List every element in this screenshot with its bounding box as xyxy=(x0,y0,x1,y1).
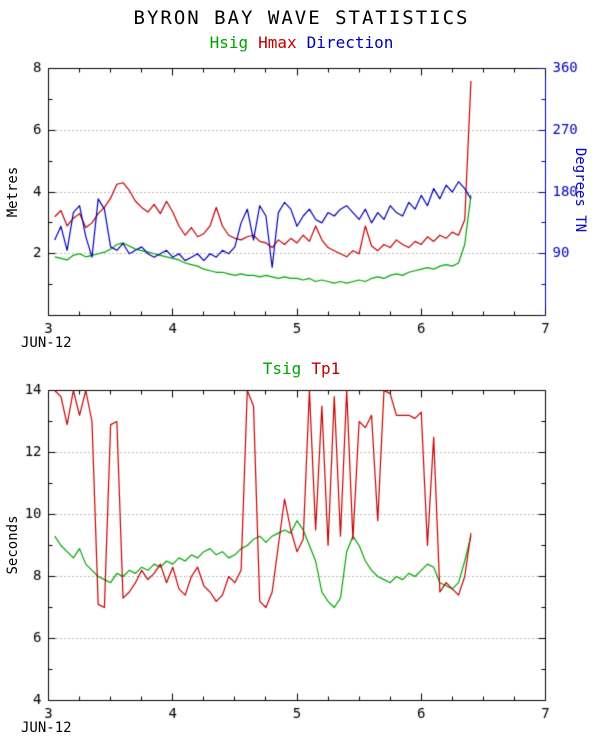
bottom-chart-legend: Tsig Tp1 xyxy=(0,359,603,378)
metres-axis-label: Metres xyxy=(5,166,21,218)
degrees-axis-label: Degrees TN xyxy=(572,147,588,233)
legend-item-hsig: Hsig xyxy=(209,33,249,52)
legend-item-tp1: Tp1 xyxy=(311,359,341,378)
top-chart-date-label: JUN-12 xyxy=(21,335,72,351)
top-chart-legend: Hsig Hmax Direction xyxy=(0,33,603,52)
page-title: BYRON BAY WAVE STATISTICS xyxy=(133,7,470,29)
seconds-axis-label: Seconds xyxy=(5,515,21,575)
legend-item-hmax: Hmax xyxy=(258,33,297,52)
bottom-chart-date-label: JUN-12 xyxy=(21,720,72,736)
legend-item-tsig: Tsig xyxy=(262,359,302,378)
legend-item-direction: Direction xyxy=(306,33,394,52)
